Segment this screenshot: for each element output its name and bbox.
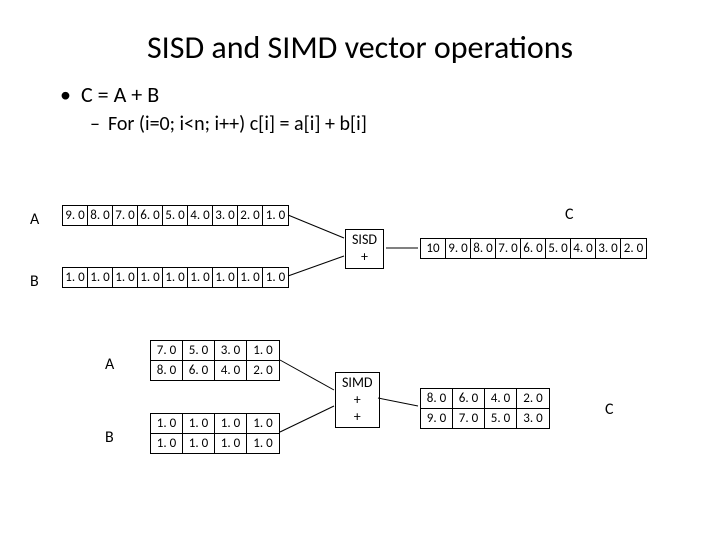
matrix-cell: 5. 0 xyxy=(485,409,517,428)
sisd-b-label: B xyxy=(30,272,39,291)
sisd-b-array: 1. 01. 01. 01. 01. 01. 01. 01. 01. 0 xyxy=(62,267,289,288)
array-cell: 3. 0 xyxy=(213,206,238,225)
array-cell: 3. 0 xyxy=(596,239,621,258)
matrix-cell: 3. 0 xyxy=(215,341,247,361)
matrix-cell: 1. 0 xyxy=(215,414,247,434)
sisd-a-array: 9. 08. 07. 06. 05. 04. 03. 02. 01. 0 xyxy=(62,205,289,226)
label-a-2: A xyxy=(105,355,114,374)
bullet-dash-icon: – xyxy=(90,112,100,136)
simd-op-plus2: + xyxy=(342,409,373,426)
simd-b-label: B xyxy=(105,428,114,447)
label-b-1: B xyxy=(30,272,39,291)
simd-a-label: A xyxy=(105,355,114,374)
bullet-level2: –For (i=0; i<n; i++) c[i] = a[i] + b[i] xyxy=(90,112,690,136)
array-cell: 9. 0 xyxy=(446,239,471,258)
array-cell: 1. 0 xyxy=(188,268,213,287)
array-cell: 10 xyxy=(421,239,446,258)
sisd-op-box: SISD + xyxy=(345,229,384,269)
matrix-cell: 1. 0 xyxy=(247,414,279,434)
array-cell: 7. 0 xyxy=(113,206,138,225)
matrix-cell: 1. 0 xyxy=(247,434,279,453)
simd-a-matrix: 7. 05. 03. 01. 0 8. 06. 04. 02. 0 xyxy=(150,340,280,381)
array-cell: 5. 0 xyxy=(163,206,188,225)
sisd-c-label: C xyxy=(565,205,574,224)
matrix-cell: 1. 0 xyxy=(215,434,247,453)
matrix-cell: 7. 0 xyxy=(453,409,485,428)
matrix-cell: 8. 0 xyxy=(421,389,453,409)
matrix-cell: 9. 0 xyxy=(421,409,453,428)
matrix-cell: 6. 0 xyxy=(453,389,485,409)
array-cell: 8. 0 xyxy=(471,239,496,258)
matrix-cell: 1. 0 xyxy=(247,341,279,361)
array-cell: 1. 0 xyxy=(263,268,288,287)
array-cell: 2. 0 xyxy=(238,206,263,225)
array-cell: 8. 0 xyxy=(88,206,113,225)
matrix-cell: 2. 0 xyxy=(247,361,279,380)
matrix-cell: 2. 0 xyxy=(517,389,549,409)
sisd-c-array: 109. 08. 07. 06. 05. 04. 03. 02. 0 xyxy=(420,238,647,259)
array-cell: 9. 0 xyxy=(63,206,88,225)
bullet2-text: For (i=0; i<n; i++) c[i] = a[i] + b[i] xyxy=(108,112,367,136)
matrix-cell: 1. 0 xyxy=(183,414,215,434)
bullet-dot-icon: • xyxy=(60,81,71,108)
matrix-cell: 3. 0 xyxy=(517,409,549,428)
array-cell: 5. 0 xyxy=(546,239,571,258)
array-cell: 1. 0 xyxy=(238,268,263,287)
slide-title: SISD and SIMD vector operations xyxy=(30,28,690,67)
matrix-cell: 4. 0 xyxy=(215,361,247,380)
simd-c-matrix: 8. 06. 04. 02. 0 9. 07. 05. 03. 0 xyxy=(420,388,550,429)
array-cell: 1. 0 xyxy=(88,268,113,287)
sisd-op-plus: + xyxy=(352,249,377,266)
bullet1-text: C = A + B xyxy=(81,81,159,108)
array-cell: 1. 0 xyxy=(213,268,238,287)
label-a-1: A xyxy=(30,210,39,229)
sisd-op-label: SISD xyxy=(352,232,377,249)
matrix-cell: 1. 0 xyxy=(151,434,183,453)
label-c-1: C xyxy=(565,205,574,224)
array-cell: 1. 0 xyxy=(113,268,138,287)
matrix-cell: 4. 0 xyxy=(485,389,517,409)
array-cell: 1. 0 xyxy=(63,268,88,287)
matrix-cell: 1. 0 xyxy=(151,414,183,434)
array-cell: 7. 0 xyxy=(496,239,521,258)
array-cell: 1. 0 xyxy=(263,206,288,225)
array-cell: 6. 0 xyxy=(521,239,546,258)
matrix-cell: 6. 0 xyxy=(183,361,215,380)
array-cell: 2. 0 xyxy=(621,239,646,258)
matrix-cell: 8. 0 xyxy=(151,361,183,380)
simd-b-matrix: 1. 01. 01. 01. 01. 01. 01. 01. 0 xyxy=(150,413,280,454)
simd-op-label: SIMD xyxy=(342,375,373,392)
sisd-a-label: A xyxy=(30,210,39,229)
array-cell: 4. 0 xyxy=(188,206,213,225)
simd-op-box: SIMD + + xyxy=(335,372,380,428)
array-cell: 1. 0 xyxy=(138,268,163,287)
label-c-2: C xyxy=(605,400,614,419)
matrix-cell: 5. 0 xyxy=(183,341,215,361)
simd-op-plus1: + xyxy=(342,392,373,409)
array-cell: 6. 0 xyxy=(138,206,163,225)
matrix-cell: 1. 0 xyxy=(183,434,215,453)
array-cell: 4. 0 xyxy=(571,239,596,258)
bullet-level1: • C = A + B xyxy=(60,81,690,108)
matrix-cell: 7. 0 xyxy=(151,341,183,361)
array-cell: 1. 0 xyxy=(163,268,188,287)
label-b-2: B xyxy=(105,428,114,447)
simd-c-label: C xyxy=(605,400,614,419)
